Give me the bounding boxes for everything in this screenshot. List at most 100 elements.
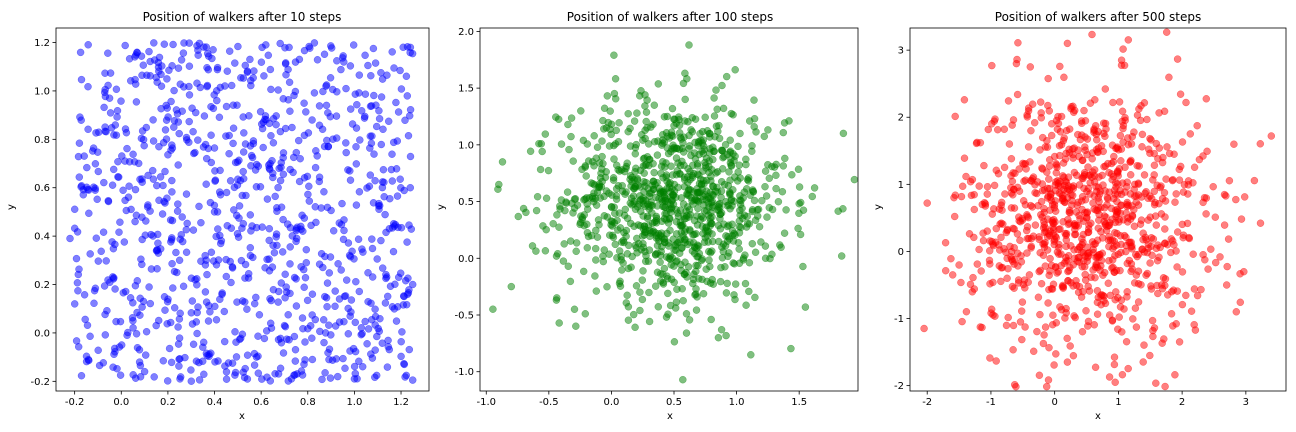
scatter-point (145, 47, 153, 56)
scatter-point (713, 183, 721, 192)
scatter-point (308, 290, 317, 298)
scatter-point (223, 67, 232, 75)
scatter-point (654, 80, 663, 88)
scatter-point (1081, 143, 1089, 151)
scatter-point (188, 104, 196, 112)
scatter-point (1178, 268, 1187, 276)
scatter-point (135, 346, 144, 354)
scatter-point (706, 248, 715, 257)
scatter-point (215, 113, 224, 122)
scatter-point (1223, 262, 1231, 271)
scatter-point (1140, 171, 1149, 179)
scatter-point (794, 165, 803, 174)
scatter-point (323, 279, 332, 287)
scatter-point (352, 277, 360, 286)
scatter-point (368, 273, 377, 281)
scatter-point (149, 232, 157, 240)
scatter-point (257, 120, 266, 128)
scatter-point (194, 51, 202, 59)
scatter-point (320, 50, 329, 59)
scatter-point (241, 274, 249, 282)
scatter-point (304, 129, 313, 137)
scatter-point (1063, 39, 1072, 48)
scatter-point (392, 98, 400, 107)
y-tick-label: -0.2 (30, 377, 50, 388)
scatter-point (1161, 382, 1169, 391)
scatter-point (1043, 168, 1051, 176)
scatter-point (379, 165, 388, 174)
scatter-point (356, 136, 364, 144)
scatter-point (1066, 342, 1074, 350)
scatter-point (612, 195, 621, 204)
scatter-point (150, 56, 159, 64)
scatter-point (641, 202, 649, 210)
scatter-point (1107, 204, 1116, 213)
scatter-point (1138, 143, 1146, 151)
scatter-point (1010, 260, 1018, 268)
scatter-point (375, 107, 383, 115)
scatter-point (1010, 380, 1019, 389)
scatter-point (401, 276, 410, 285)
scatter-point (554, 115, 563, 124)
scatter-point (174, 340, 183, 348)
scatter-point (660, 190, 668, 199)
scatter-point (121, 41, 129, 50)
scatter-point (726, 136, 734, 144)
scatter-point (1061, 229, 1069, 238)
scatter-point (718, 243, 726, 251)
scatter-point (1122, 247, 1130, 256)
x-tick-label: 1.0 (729, 397, 745, 408)
scatter-point (405, 345, 414, 354)
scatter-point (639, 136, 647, 144)
scatter-point (352, 160, 361, 168)
scatter-point (638, 295, 647, 304)
scatter-panel-10-steps: Position of walkers after 10 steps x y -… (6, 10, 430, 422)
y-tick-label: 0.0 (458, 254, 474, 265)
scatter-point (567, 132, 575, 141)
scatter-point (692, 306, 701, 314)
scatter-point (139, 61, 148, 69)
scatter-point (1039, 251, 1048, 260)
scatter-point (145, 283, 153, 291)
scatter-point (763, 213, 771, 221)
scatter-point (269, 241, 277, 250)
scatter-point (713, 105, 721, 114)
scatter-point (706, 214, 714, 222)
scatter-point (542, 194, 551, 203)
scatter-point (553, 211, 561, 219)
scatter-point (541, 247, 550, 255)
scatter-point (624, 127, 632, 136)
scatter-point (138, 303, 146, 311)
scatter-point (237, 256, 246, 265)
scatter-point (302, 258, 311, 267)
scatter-point (161, 167, 169, 176)
scatter-point (731, 66, 739, 74)
scatter-point (200, 370, 208, 379)
scatter-point (768, 250, 776, 259)
scatter-point (761, 254, 770, 263)
scatter-point (1114, 180, 1122, 188)
scatter-point (533, 192, 542, 201)
scatter-point (642, 117, 650, 126)
scatter-point (713, 168, 722, 176)
scatter-point (736, 174, 744, 182)
scatter-point (141, 231, 150, 239)
scatter-point (1153, 256, 1162, 265)
scatter-point (229, 101, 237, 109)
scatter-point (1043, 233, 1052, 241)
scatter-point (1091, 96, 1099, 104)
scatter-point (369, 44, 378, 53)
scatter-point (236, 176, 245, 185)
scatter-point (170, 267, 179, 276)
scatter-point (95, 361, 104, 370)
scatter-point (657, 162, 666, 171)
scatter-point (611, 209, 619, 218)
scatter-point (1175, 338, 1184, 346)
scatter-point (746, 191, 754, 199)
scatter-point (344, 239, 353, 247)
scatter-point (979, 236, 988, 245)
scatter-point (276, 39, 284, 48)
scatter-point (325, 321, 333, 329)
scatter-point (1193, 291, 1202, 300)
scatter-point (1178, 138, 1187, 146)
